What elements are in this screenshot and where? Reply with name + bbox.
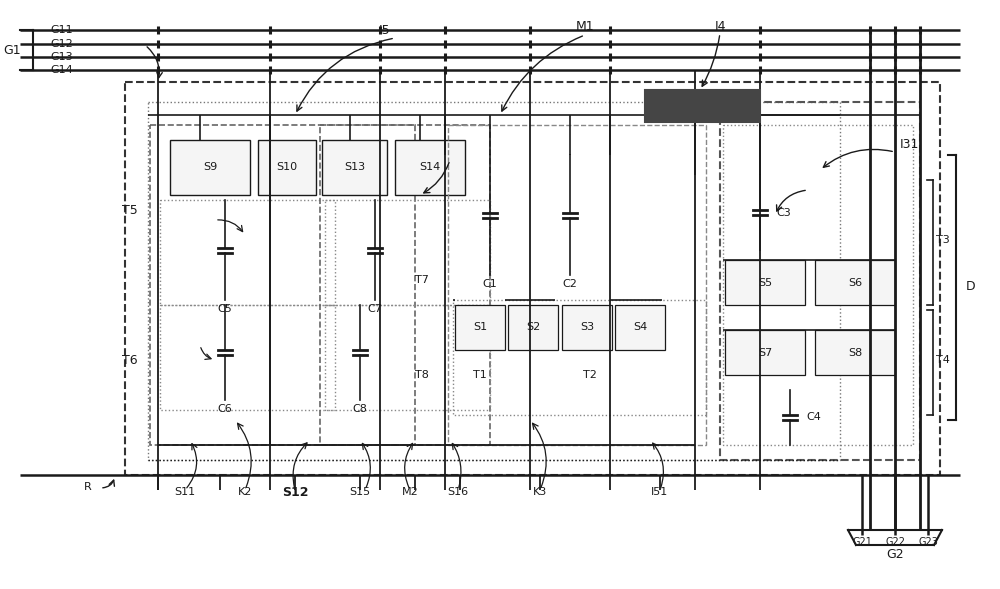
Text: T6: T6 xyxy=(122,353,138,366)
Bar xyxy=(160,200,335,305)
Text: S13: S13 xyxy=(344,163,365,173)
Text: S2: S2 xyxy=(526,323,540,333)
Bar xyxy=(725,330,805,375)
Text: M2: M2 xyxy=(402,487,418,497)
Text: G1: G1 xyxy=(3,44,21,57)
Text: S7: S7 xyxy=(758,348,772,358)
Bar xyxy=(322,140,387,195)
Text: S8: S8 xyxy=(848,348,862,358)
Text: C8: C8 xyxy=(353,404,367,414)
Text: S12: S12 xyxy=(282,485,308,498)
Text: G14: G14 xyxy=(50,65,73,75)
Bar xyxy=(815,260,895,305)
Bar xyxy=(723,125,913,445)
Text: C5: C5 xyxy=(218,304,232,314)
Text: G2: G2 xyxy=(886,548,904,561)
Text: T3: T3 xyxy=(936,235,950,245)
Text: K3: K3 xyxy=(533,487,547,497)
Bar xyxy=(325,305,490,410)
Text: S3: S3 xyxy=(580,323,594,333)
Text: C6: C6 xyxy=(218,404,232,414)
Bar xyxy=(448,125,706,445)
Bar xyxy=(160,305,335,410)
Bar xyxy=(725,260,805,305)
Text: I51: I51 xyxy=(651,487,669,497)
Text: K2: K2 xyxy=(238,487,252,497)
Text: T7: T7 xyxy=(415,275,429,285)
Bar xyxy=(645,90,760,122)
Text: S9: S9 xyxy=(203,163,217,173)
Text: C4: C4 xyxy=(806,412,821,422)
Bar xyxy=(320,125,490,445)
Text: D: D xyxy=(966,280,976,293)
Bar xyxy=(148,102,840,460)
Text: G11: G11 xyxy=(50,25,73,35)
Text: S11: S11 xyxy=(174,487,196,497)
Text: G12: G12 xyxy=(50,39,73,49)
Bar xyxy=(258,140,316,195)
Text: S16: S16 xyxy=(447,487,469,497)
Text: I5: I5 xyxy=(379,24,391,37)
Bar xyxy=(615,305,665,350)
Bar xyxy=(325,200,490,305)
Text: S14: S14 xyxy=(419,163,441,173)
Text: S6: S6 xyxy=(848,277,862,287)
Text: S4: S4 xyxy=(633,323,647,333)
Text: S5: S5 xyxy=(758,277,772,287)
Bar xyxy=(395,140,465,195)
Text: S1: S1 xyxy=(473,323,487,333)
Bar xyxy=(720,102,920,460)
Bar xyxy=(815,330,895,375)
Bar xyxy=(150,125,415,445)
Text: I4: I4 xyxy=(714,21,726,34)
Text: T5: T5 xyxy=(122,204,138,217)
Text: T1: T1 xyxy=(473,370,487,380)
Text: C2: C2 xyxy=(563,279,577,289)
Text: M1: M1 xyxy=(576,21,594,34)
Bar xyxy=(508,305,558,350)
Text: S10: S10 xyxy=(276,163,298,173)
Text: T2: T2 xyxy=(583,370,597,380)
Bar xyxy=(455,305,505,350)
Text: G13: G13 xyxy=(50,52,73,62)
Bar xyxy=(562,305,612,350)
Text: C7: C7 xyxy=(368,304,382,314)
Text: G22: G22 xyxy=(885,537,905,547)
Text: C3: C3 xyxy=(776,207,791,217)
Text: G21: G21 xyxy=(852,537,872,547)
Text: T8: T8 xyxy=(415,370,429,380)
Text: I31: I31 xyxy=(900,138,919,151)
Text: G23: G23 xyxy=(918,537,938,547)
Text: T4: T4 xyxy=(936,355,950,365)
Bar xyxy=(170,140,250,195)
Text: S15: S15 xyxy=(349,487,371,497)
Text: C1: C1 xyxy=(483,279,497,289)
Bar xyxy=(125,82,940,475)
Bar xyxy=(453,300,706,415)
Text: R: R xyxy=(84,482,92,492)
